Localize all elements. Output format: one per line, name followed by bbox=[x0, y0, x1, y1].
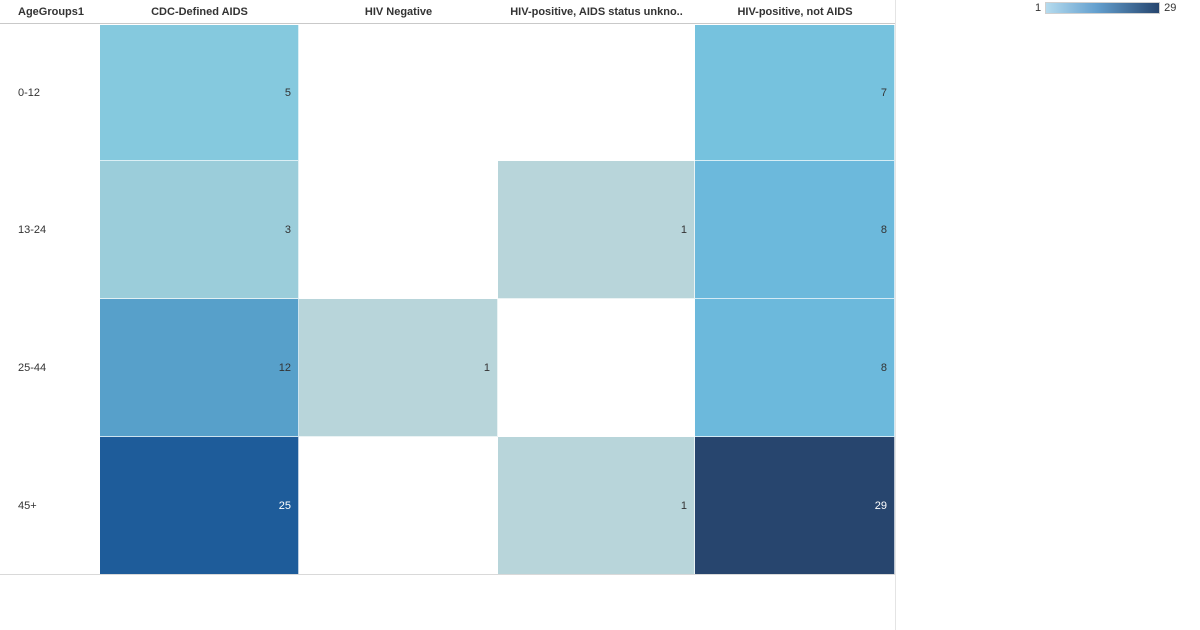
legend-min-label: 1 bbox=[1035, 2, 1042, 14]
heatmap-cell-empty bbox=[299, 161, 498, 299]
row-label-45[interactable]: 45+ bbox=[18, 500, 37, 512]
heatmap-cell-empty bbox=[498, 25, 695, 161]
legend-max-label: 29 bbox=[1164, 2, 1177, 14]
heatmap-cell[interactable]: 3 bbox=[100, 161, 299, 299]
heatmap-cell[interactable]: 8 bbox=[695, 161, 895, 299]
row-field-label: AgeGroups1 bbox=[18, 5, 85, 18]
heatmap-cell-empty bbox=[299, 25, 498, 161]
heatmap-cell[interactable]: 29 bbox=[695, 437, 895, 575]
heatmap-cell-empty bbox=[299, 437, 498, 575]
heatmap-cell[interactable]: 8 bbox=[695, 299, 895, 437]
column-header-cdc-defined-aids[interactable]: CDC-Defined AIDS bbox=[151, 5, 248, 18]
heatmap-cell[interactable]: 25 bbox=[100, 437, 299, 575]
heatmap-cell[interactable]: 1 bbox=[498, 161, 695, 299]
row-label-0-12[interactable]: 0-12 bbox=[18, 87, 41, 99]
heatmap-cell[interactable]: 7 bbox=[695, 25, 895, 161]
legend-gradient-bar[interactable] bbox=[1045, 2, 1161, 14]
table-right-border bbox=[895, 0, 896, 630]
header-rule bbox=[0, 23, 895, 24]
heatmap-cell[interactable]: 5 bbox=[100, 25, 299, 161]
row-label-25-44[interactable]: 25-44 bbox=[18, 362, 47, 374]
row-label-13-24[interactable]: 13-24 bbox=[18, 224, 47, 236]
column-header-hiv-positive-aids-status-unkno[interactable]: HIV-positive, AIDS status unkno.. bbox=[510, 5, 683, 18]
table-bottom-border bbox=[0, 574, 895, 575]
heatmap-cell[interactable]: 1 bbox=[299, 299, 498, 437]
heatmap-cell[interactable]: 1 bbox=[498, 437, 695, 575]
column-header-hiv-negative[interactable]: HIV Negative bbox=[364, 5, 433, 18]
color-legend: 1 29 bbox=[1035, 2, 1176, 14]
heatmap-cell-empty bbox=[498, 299, 695, 437]
column-header-hiv-positive-not-aids[interactable]: HIV-positive, not AIDS bbox=[737, 5, 853, 18]
heatmap-cell[interactable]: 12 bbox=[100, 299, 299, 437]
